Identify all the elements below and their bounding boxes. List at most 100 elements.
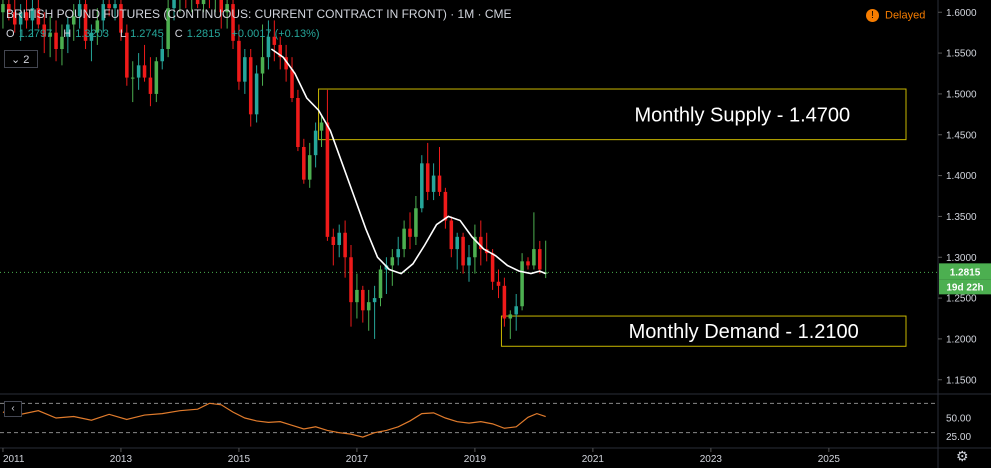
delayed-badge[interactable]: ! Delayed	[866, 9, 925, 22]
candle-body[interactable]	[532, 249, 536, 266]
candle-body[interactable]	[83, 4, 88, 41]
candle-body[interactable]	[331, 236, 336, 245]
gear-icon[interactable]: ⚙	[956, 448, 969, 464]
candle-body[interactable]	[225, 4, 229, 13]
candle-body[interactable]	[107, 4, 111, 9]
candle-body[interactable]	[42, 24, 47, 37]
candle-body[interactable]	[319, 122, 324, 131]
candle-body[interactable]	[355, 289, 359, 303]
rsi-collapse-button[interactable]: ‹	[4, 401, 22, 417]
candle-body[interactable]	[12, 12, 17, 25]
x-tick-label: 2015	[228, 454, 251, 465]
candle-body[interactable]	[36, 8, 41, 25]
candle-body[interactable]	[414, 208, 418, 237]
candle-body[interactable]	[1, 4, 5, 13]
candle-body[interactable]	[366, 302, 371, 311]
candle-body[interactable]	[520, 261, 524, 307]
candle-body[interactable]	[372, 298, 377, 303]
candle-body[interactable]	[408, 228, 412, 237]
candle-body[interactable]	[284, 57, 288, 70]
candle-body[interactable]	[71, 16, 76, 25]
candle-body[interactable]	[437, 175, 442, 192]
candle-body[interactable]	[172, 0, 176, 9]
low-value: 1.2745	[130, 28, 164, 40]
candle-body[interactable]	[514, 306, 518, 315]
open-label: O	[6, 28, 15, 40]
candle-body[interactable]	[231, 4, 235, 41]
candle-body[interactable]	[18, 12, 23, 25]
candle-body[interactable]	[479, 236, 483, 250]
candle-body[interactable]	[201, 0, 206, 5]
candle-body[interactable]	[396, 249, 400, 258]
candle-body[interactable]	[66, 24, 70, 37]
candle-body[interactable]	[526, 261, 530, 266]
candle-body[interactable]	[54, 32, 58, 49]
collapse-indicators-button[interactable]: ⌄ 2	[4, 50, 38, 68]
candle-body[interactable]	[219, 0, 223, 13]
candle-body[interactable]	[119, 4, 123, 33]
candle-body[interactable]	[136, 65, 141, 78]
candle-body[interactable]	[278, 44, 282, 58]
candle-body[interactable]	[154, 61, 159, 94]
candle-body[interactable]	[425, 163, 430, 192]
candle-body[interactable]	[349, 257, 353, 303]
candle-body[interactable]	[130, 77, 135, 79]
candle-body[interactable]	[431, 175, 436, 192]
low-label: L	[119, 28, 127, 40]
candle-body[interactable]	[30, 8, 35, 21]
demand-zone[interactable]	[500, 315, 907, 347]
candle-body[interactable]	[254, 73, 259, 115]
candle-body[interactable]	[449, 220, 454, 250]
candle-body[interactable]	[337, 232, 341, 245]
clock-icon: !	[866, 9, 879, 22]
candle-body[interactable]	[343, 232, 347, 258]
candle-body[interactable]	[508, 314, 513, 319]
candle-body[interactable]	[420, 163, 424, 209]
candle-body[interactable]	[195, 0, 200, 5]
candle-body[interactable]	[302, 147, 306, 180]
candle-body[interactable]	[290, 69, 294, 98]
candle-body[interactable]	[502, 285, 507, 319]
candle-body[interactable]	[77, 4, 82, 17]
candle-body[interactable]	[148, 77, 153, 94]
candle-body[interactable]	[443, 191, 448, 221]
candle-body[interactable]	[455, 236, 459, 250]
candle-body[interactable]	[7, 4, 11, 13]
candle-body[interactable]	[307, 155, 312, 180]
candle-body[interactable]	[95, 20, 100, 33]
candle-body[interactable]	[496, 281, 501, 286]
candle-body[interactable]	[24, 12, 29, 21]
candle-body[interactable]	[248, 57, 253, 115]
candle-body[interactable]	[272, 36, 277, 45]
candle-body[interactable]	[490, 253, 495, 282]
candle-body[interactable]	[296, 98, 300, 147]
candle-body[interactable]	[89, 32, 94, 41]
candle-body[interactable]	[125, 32, 129, 78]
candle-body[interactable]	[390, 257, 395, 266]
candle-body[interactable]	[461, 236, 465, 266]
candle-body[interactable]	[48, 32, 52, 37]
candle-body[interactable]	[266, 36, 271, 58]
candle-body[interactable]	[467, 257, 471, 266]
candle-body[interactable]	[361, 289, 365, 311]
candle-body[interactable]	[260, 57, 265, 74]
supply-zone[interactable]	[318, 88, 907, 141]
delayed-label: Delayed	[885, 9, 926, 22]
x-tick-label: 2021	[582, 454, 605, 465]
candle-body[interactable]	[101, 4, 106, 21]
candle-body[interactable]	[142, 65, 147, 78]
candle-body[interactable]	[473, 236, 477, 258]
candle-body[interactable]	[538, 249, 542, 270]
y-tick-label: 1.2500	[946, 294, 977, 305]
candle-body[interactable]	[60, 36, 64, 49]
candle-body[interactable]	[237, 40, 241, 82]
candle-body[interactable]	[378, 269, 383, 299]
candle-body[interactable]	[402, 228, 406, 250]
candle-body[interactable]	[243, 57, 247, 82]
candle-body[interactable]	[166, 8, 170, 49]
candle-body[interactable]	[160, 49, 165, 62]
candle-body[interactable]	[325, 122, 330, 237]
candle-body[interactable]	[313, 130, 318, 156]
candle-body[interactable]	[113, 4, 117, 9]
